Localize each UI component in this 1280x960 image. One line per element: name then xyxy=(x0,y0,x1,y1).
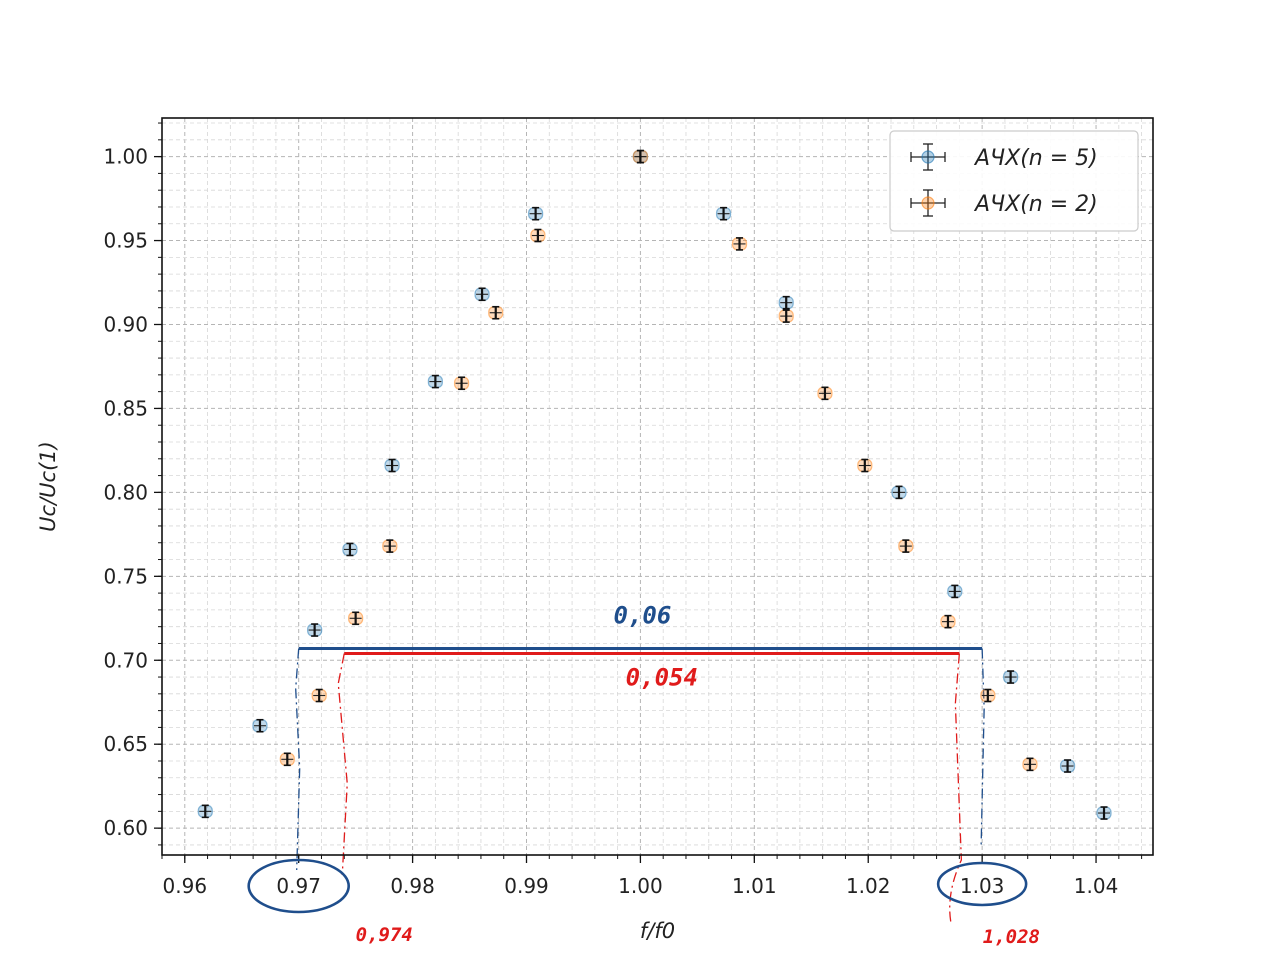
legend: АЧХ(n = 5) АЧХ(n = 2) xyxy=(889,130,1139,232)
hand-annotations xyxy=(247,647,1028,926)
point-n2-14 xyxy=(980,688,996,703)
y-tick-label-7: 0.95 xyxy=(103,229,148,253)
red-right-drop-line xyxy=(949,653,963,926)
point-n2-11 xyxy=(857,458,873,473)
y-tick-label-4: 0.80 xyxy=(103,480,148,504)
point-n2-15 xyxy=(1022,757,1038,772)
x-tick-label-5: 1.01 xyxy=(732,874,777,898)
point-n2-2 xyxy=(348,611,364,626)
point-n5-3 xyxy=(342,542,358,557)
red-bandwidth-label: 0,054 xyxy=(626,664,698,692)
series-n2 xyxy=(279,149,1038,772)
x-tick-label-8: 1.04 xyxy=(1074,874,1119,898)
point-n5-5 xyxy=(427,374,443,389)
point-n5-7 xyxy=(528,206,544,221)
plot-frame xyxy=(161,117,1154,856)
point-n5-4 xyxy=(384,458,400,473)
x-tick-label-2: 0.98 xyxy=(390,874,435,898)
red-left-frequency-label: 0,974 xyxy=(356,924,413,946)
point-n2-1 xyxy=(311,688,327,703)
red-right-frequency-label: 1,028 xyxy=(983,926,1040,948)
y-tick-label-8: 1.00 xyxy=(103,145,148,169)
blue-bandwidth-label: 0,06 xyxy=(614,602,672,630)
series-n5 xyxy=(197,149,1112,820)
x-tick-label-0: 0.96 xyxy=(163,874,208,898)
y-tick-label-0: 0.60 xyxy=(103,816,148,840)
point-n2-7 xyxy=(632,149,649,164)
point-n2-9 xyxy=(778,309,794,323)
point-n5-13 xyxy=(1003,670,1019,684)
y-tick-label-5: 0.85 xyxy=(103,396,148,420)
legend-entry-n2: АЧХ(n = 2) xyxy=(973,192,1098,217)
x-tick-label-7: 1.03 xyxy=(960,874,1005,898)
blue-right-drop-line xyxy=(980,648,985,846)
x-axis-label: f/f0 xyxy=(640,919,675,943)
point-n5-1 xyxy=(252,718,268,733)
point-n2-10 xyxy=(817,386,833,401)
point-n5-6 xyxy=(474,287,490,302)
point-n5-11 xyxy=(891,485,907,500)
y-tick-label-6: 0.90 xyxy=(103,312,148,336)
legend-entry-n5: АЧХ(n = 5) xyxy=(973,146,1098,171)
axis-ticks: 0.96 0.97 0.98 0.99 1.00 1.01 1.02 1.03 1.04 0.60… xyxy=(103,122,1143,898)
point-n2-12 xyxy=(898,539,914,553)
point-n2-8 xyxy=(731,237,748,251)
point-n5-9 xyxy=(715,206,732,221)
tick-0.97-circle xyxy=(247,858,350,914)
point-n2-5 xyxy=(488,305,504,320)
blue-left-drop-line xyxy=(295,648,301,871)
point-n2-13 xyxy=(940,614,956,629)
y-tick-label-3: 0.75 xyxy=(103,564,148,588)
point-n2-0 xyxy=(279,752,295,767)
point-n5-14 xyxy=(1059,759,1076,773)
y-axis-label: Uc/Uc(1) xyxy=(36,441,60,532)
legend-marker-n5 xyxy=(910,143,946,171)
x-tick-label-3: 0.99 xyxy=(504,874,549,898)
point-n5-2 xyxy=(307,623,323,637)
y-tick-label-1: 0.65 xyxy=(103,732,148,756)
y-tick-label-2: 0.70 xyxy=(103,648,148,672)
x-tick-label-1: 0.97 xyxy=(276,874,321,898)
legend-box xyxy=(889,130,1139,232)
data-points xyxy=(197,149,1112,820)
point-n5-12 xyxy=(947,584,963,599)
point-n2-6 xyxy=(530,228,546,243)
x-tick-label-4: 1.00 xyxy=(618,874,663,898)
point-n2-3 xyxy=(382,539,398,553)
point-n2-4 xyxy=(453,376,470,391)
x-tick-label-6: 1.02 xyxy=(846,874,891,898)
point-n5-15 xyxy=(1096,806,1112,820)
red-left-drop-line xyxy=(337,653,348,876)
point-n5-0 xyxy=(197,804,213,819)
grid xyxy=(161,118,1153,855)
point-n5-10 xyxy=(778,295,794,310)
legend-marker-n2 xyxy=(910,189,946,217)
tick-1.03-circle xyxy=(936,861,1028,907)
